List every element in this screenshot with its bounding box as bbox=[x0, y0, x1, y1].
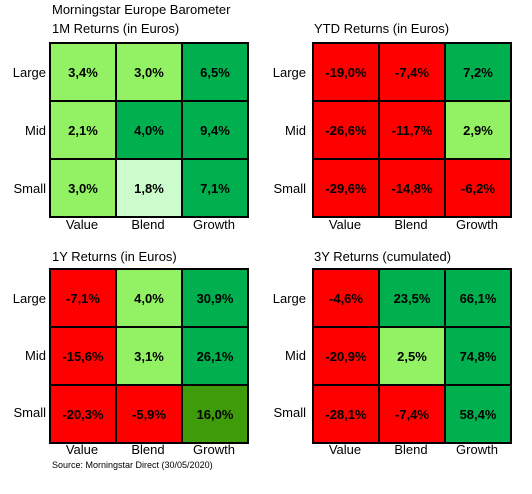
panel-1-cell-mid-value: 2,1% bbox=[50, 101, 116, 159]
panel-4-cell-mid-blend: 2,5% bbox=[379, 327, 445, 385]
panel-3-row-label-mid: Mid bbox=[25, 348, 46, 363]
panel-2-col-label-blend: Blend bbox=[394, 217, 428, 232]
panel-2-cell-small-value: -29,6% bbox=[313, 159, 379, 217]
panel-3-col-label-blend: Blend bbox=[131, 442, 165, 457]
panel-1-col-label-blend: Blend bbox=[131, 217, 165, 232]
panel-4-cell-mid-growth: 74,8% bbox=[445, 327, 511, 385]
panel-2-cell-small-growth: -6,2% bbox=[445, 159, 511, 217]
panel-2-row-label-large: Large bbox=[272, 65, 306, 80]
panel-1-cell-mid-growth: 9,4% bbox=[182, 101, 248, 159]
panel-3-cell-large-growth: 30,9% bbox=[182, 269, 248, 327]
panel-4-col-label-blend: Blend bbox=[394, 442, 428, 457]
panel-4-col-label-value: Value bbox=[328, 442, 362, 457]
panel-1-title: 1M Returns (in Euros) bbox=[52, 21, 180, 36]
panel-4-cell-mid-value: -20,9% bbox=[313, 327, 379, 385]
panel-3-cell-small-growth: 16,0% bbox=[182, 385, 248, 443]
panel-3-cell-large-value: -7,1% bbox=[50, 269, 116, 327]
panel-4-col-label-growth: Growth bbox=[456, 442, 498, 457]
panel-2-cell-mid-blend: -11,7% bbox=[379, 101, 445, 159]
panel-3-col-label-value: Value bbox=[65, 442, 99, 457]
panel-3-title: 1Y Returns (in Euros) bbox=[52, 249, 177, 264]
panel-1-row-label-mid: Mid bbox=[25, 123, 46, 138]
panel-2-cell-large-growth: 7,2% bbox=[445, 43, 511, 101]
panel-2-cell-large-value: -19,0% bbox=[313, 43, 379, 101]
panel-3-cell-small-blend: -5,9% bbox=[116, 385, 182, 443]
panel-3-col-label-growth: Growth bbox=[193, 442, 235, 457]
panel-4-cell-large-blend: 23,5% bbox=[379, 269, 445, 327]
panel-4-row-label-mid: Mid bbox=[285, 348, 306, 363]
panel-4-title: 3Y Returns (cumulated) bbox=[314, 249, 452, 264]
panel-4-heatmap: -4,6% 23,5% 66,1% -20,9% 2,5% 74,8% -28,1% -7,4… bbox=[312, 268, 512, 444]
panel-3-heatmap: -7,1% 4,0% 30,9% -15,6% 3,1% 26,1% -20,3% -5,9%… bbox=[49, 268, 249, 444]
panel-1-cell-large-blend: 3,0% bbox=[116, 43, 182, 101]
panel-2-cell-mid-value: -26,6% bbox=[313, 101, 379, 159]
panel-1-row-label-small: Small bbox=[13, 181, 46, 196]
panel-3-cell-small-value: -20,3% bbox=[50, 385, 116, 443]
panel-3-cell-large-blend: 4,0% bbox=[116, 269, 182, 327]
panel-4-row-label-large: Large bbox=[272, 291, 306, 306]
panel-1-cell-large-value: 3,4% bbox=[50, 43, 116, 101]
panel-2-cell-small-blend: -14,8% bbox=[379, 159, 445, 217]
panel-4-cell-small-blend: -7,4% bbox=[379, 385, 445, 443]
panel-1-heatmap: 3,4% 3,0% 6,5% 2,1% 4,0% 9,4% 3,0% 1,8% 7,1% bbox=[49, 42, 249, 218]
panel-2-title: YTD Returns (in Euros) bbox=[314, 21, 450, 36]
panel-3-cell-mid-blend: 3,1% bbox=[116, 327, 182, 385]
panel-4-cell-large-value: -4,6% bbox=[313, 269, 379, 327]
panel-2-row-label-mid: Mid bbox=[285, 123, 306, 138]
panel-4-cell-large-growth: 66,1% bbox=[445, 269, 511, 327]
panel-2-heatmap: -19,0% -7,4% 7,2% -26,6% -11,7% 2,9% -29,6% -14… bbox=[312, 42, 512, 218]
panel-1-cell-small-blend: 1,8% bbox=[116, 159, 182, 217]
panel-2-col-label-growth: Growth bbox=[456, 217, 498, 232]
panel-4-cell-small-growth: 58,4% bbox=[445, 385, 511, 443]
panel-2-row-label-small: Small bbox=[273, 181, 306, 196]
panel-4-row-label-small: Small bbox=[273, 405, 306, 420]
panel-3-row-label-large: Large bbox=[12, 291, 46, 306]
panel-1-row-label-large: Large bbox=[12, 65, 46, 80]
panel-2-cell-mid-growth: 2,9% bbox=[445, 101, 511, 159]
panel-3-row-label-small: Small bbox=[13, 405, 46, 420]
panel-2-cell-large-blend: -7,4% bbox=[379, 43, 445, 101]
panel-3-cell-mid-value: -15,6% bbox=[50, 327, 116, 385]
panel-3-cell-mid-growth: 26,1% bbox=[182, 327, 248, 385]
panel-1-col-label-growth: Growth bbox=[193, 217, 235, 232]
panel-1-cell-small-growth: 7,1% bbox=[182, 159, 248, 217]
panel-1-cell-mid-blend: 4,0% bbox=[116, 101, 182, 159]
panel-2-col-label-value: Value bbox=[328, 217, 362, 232]
panel-4-cell-small-value: -28,1% bbox=[313, 385, 379, 443]
panel-1-col-label-value: Value bbox=[65, 217, 99, 232]
panel-1-cell-small-value: 3,0% bbox=[50, 159, 116, 217]
chart-title: Morningstar Europe Barometer bbox=[52, 2, 231, 17]
source-note: Source: Morningstar Direct (30/05/2020) bbox=[52, 460, 213, 470]
panel-1-cell-large-growth: 6,5% bbox=[182, 43, 248, 101]
